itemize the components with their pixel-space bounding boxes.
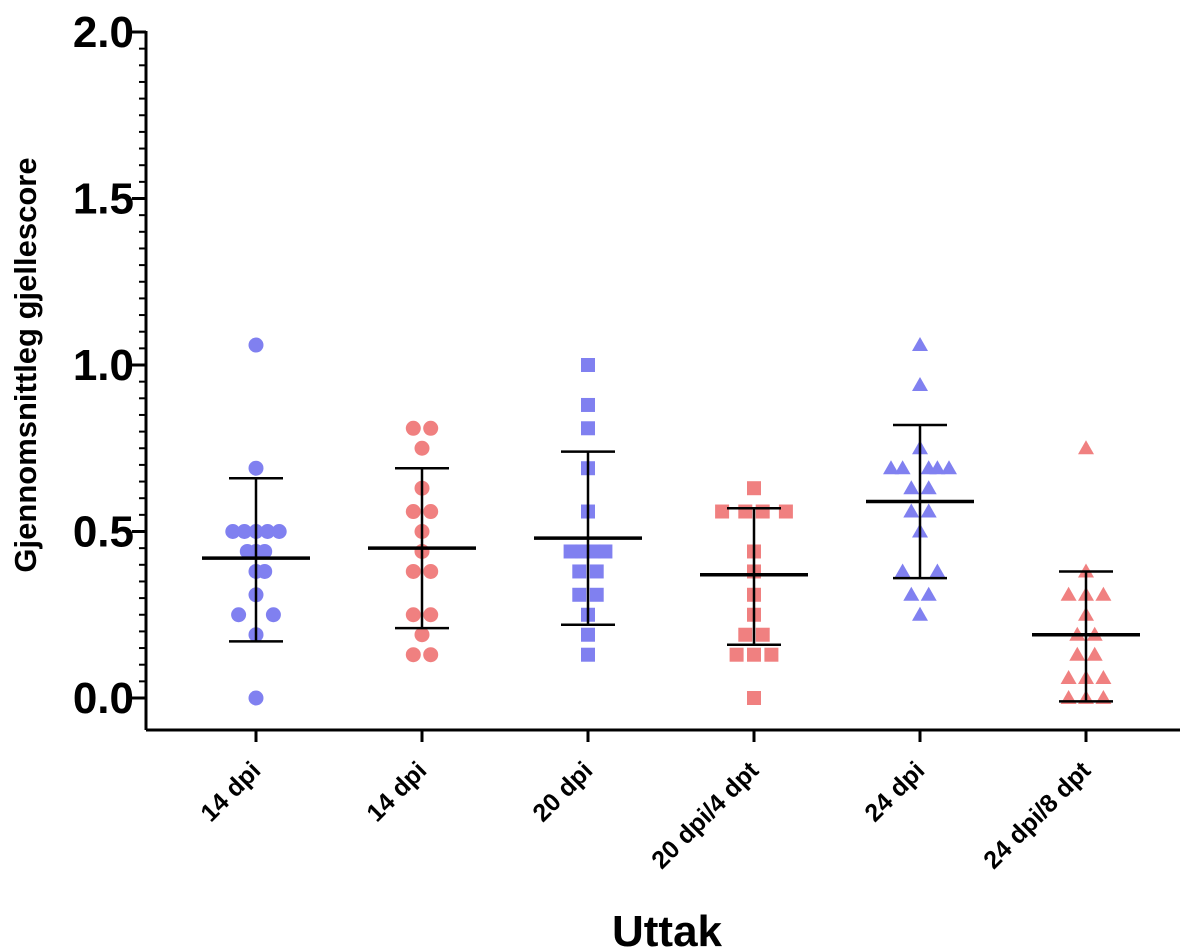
data-point	[248, 690, 264, 706]
data-point	[586, 544, 601, 559]
data-point	[1060, 670, 1077, 685]
x-tick-label: 24 dpi/8 dpt	[978, 756, 1096, 874]
y-axis: 0.0 0.5 1.0 1.5 2.0	[73, 8, 148, 730]
data-point	[747, 647, 761, 662]
data-point	[405, 607, 421, 623]
data-point	[747, 481, 761, 496]
data-point	[248, 337, 264, 353]
data-point	[423, 504, 439, 520]
data-point	[1078, 440, 1094, 455]
data-point	[423, 420, 439, 436]
data-point	[883, 460, 899, 475]
data-point	[920, 480, 937, 495]
data-point	[778, 504, 793, 519]
data-point	[738, 504, 753, 519]
data-point	[929, 563, 946, 578]
data-point	[257, 563, 273, 579]
data-point	[1095, 670, 1112, 685]
x-tick-label: 20 dpi/4 dpt	[646, 756, 764, 874]
data-point	[271, 524, 287, 539]
x-axis-title: Uttak	[612, 907, 723, 952]
data-point	[581, 358, 595, 372]
data-point	[1060, 586, 1077, 601]
data-point	[405, 647, 421, 663]
data-point	[903, 480, 920, 495]
data-point	[729, 647, 744, 662]
data-point	[589, 587, 604, 602]
data-point	[423, 647, 439, 663]
data-point	[257, 543, 273, 559]
data-point	[405, 420, 421, 436]
data-point	[738, 627, 753, 642]
y-tick-label: 1.5	[73, 175, 134, 224]
data-point	[941, 460, 957, 475]
data-point	[903, 586, 920, 601]
data-point	[581, 397, 595, 412]
data-point	[231, 607, 247, 623]
data-point	[581, 627, 595, 642]
error-bars	[202, 423, 1140, 703]
data-point	[581, 421, 595, 436]
data-point	[563, 544, 578, 559]
data-point	[929, 460, 946, 475]
data-point	[912, 337, 928, 352]
data-point	[894, 563, 911, 578]
data-point	[764, 647, 779, 662]
data-point	[920, 586, 937, 601]
data-point	[405, 563, 421, 579]
data-point	[405, 504, 421, 520]
x-axis: 14 dpi 14 dpi 20 dpi 20 dpi/4 dpt 24 dpi 24 d…	[146, 728, 1180, 874]
data-point	[1095, 586, 1112, 601]
y-tick-label: 2.0	[73, 8, 134, 57]
data-point	[248, 460, 264, 476]
data-point	[715, 504, 730, 519]
data-point	[423, 563, 439, 579]
data-point	[912, 606, 928, 621]
x-tick-label: 24 dpi	[859, 756, 930, 827]
data-point	[1069, 646, 1086, 661]
data-point	[225, 524, 241, 539]
data-point	[572, 587, 587, 602]
x-tick-label: 20 dpi	[527, 756, 598, 827]
data-point	[903, 503, 920, 518]
y-tick-label: 0.5	[73, 508, 134, 557]
data-point	[572, 564, 587, 579]
data-point	[747, 691, 761, 705]
y-tick-label: 0.0	[73, 674, 134, 723]
data-point	[1086, 646, 1103, 661]
data-point	[423, 607, 439, 623]
data-point	[755, 504, 770, 519]
data-point	[265, 607, 281, 623]
data-point	[581, 647, 595, 662]
y-axis-title: Gjennomsnittleg gjellescore	[8, 157, 43, 572]
data-points	[225, 337, 1112, 706]
data-point	[414, 440, 430, 456]
y-tick-label: 1.0	[73, 341, 134, 390]
data-point	[236, 524, 252, 539]
data-point	[920, 503, 937, 518]
x-tick-label: 14 dpi	[361, 756, 432, 827]
data-point	[894, 460, 911, 475]
data-point	[598, 544, 613, 559]
data-point	[755, 627, 770, 642]
data-point	[912, 376, 928, 391]
data-point	[589, 564, 604, 579]
data-point	[575, 544, 590, 559]
x-tick-label: 14 dpi	[195, 756, 266, 827]
data-point	[414, 627, 430, 643]
data-point	[260, 524, 276, 539]
